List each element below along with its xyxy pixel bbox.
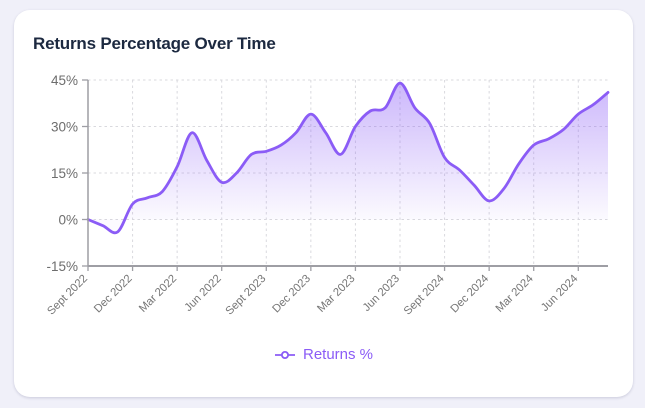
y-tick-label: 30% xyxy=(51,119,78,134)
chart-card: Returns Percentage Over Time 45% 30% 15% 0%… xyxy=(14,10,633,397)
x-tick-label: Jun 2023 xyxy=(361,273,402,314)
x-tick-label: Mar 2022 xyxy=(137,273,179,315)
legend-item-returns[interactable]: Returns % xyxy=(14,347,633,362)
x-tick-label: Dec 2022 xyxy=(92,273,135,316)
x-tick-label: Dec 2023 xyxy=(270,273,313,316)
x-tick-label: Sept 2022 xyxy=(45,273,90,318)
returns-chart[interactable]: 45% 30% 15% 0% -15%Sept 2022 Dec 2022 Mar 2022… xyxy=(14,65,633,320)
y-tick-label: 45% xyxy=(51,73,78,88)
y-tick-label: -15% xyxy=(46,259,78,274)
legend-label: Returns % xyxy=(302,346,374,363)
x-tick-label: Jun 2022 xyxy=(182,273,223,314)
x-tick-label: Jun 2024 xyxy=(539,273,580,314)
y-tick-label: 0% xyxy=(58,212,78,227)
x-tick-label: Sept 2024 xyxy=(402,273,447,318)
x-tick-label: Mar 2024 xyxy=(494,273,536,315)
page-title: Returns Percentage Over Time xyxy=(33,34,276,53)
x-tick-label: Mar 2023 xyxy=(315,273,357,315)
area-fill xyxy=(88,83,608,233)
legend-marker-icon xyxy=(274,350,295,359)
returns-line xyxy=(86,81,610,235)
x-tick-label: Sept 2023 xyxy=(224,273,269,318)
x-tick-label: Dec 2024 xyxy=(449,273,492,316)
y-tick-label: 15% xyxy=(51,166,78,181)
